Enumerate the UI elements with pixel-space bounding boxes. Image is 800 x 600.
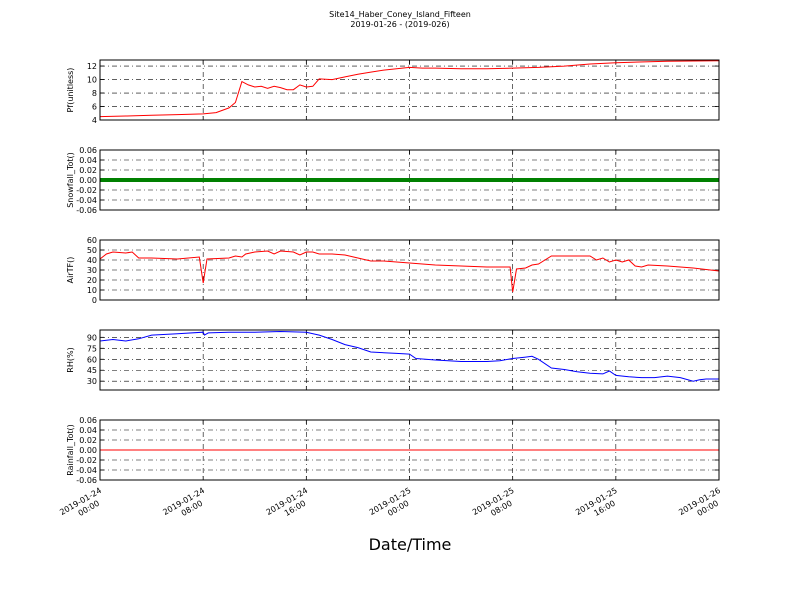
y-tick-label: 0.00 [79, 176, 97, 185]
y-tick-label: 12 [87, 62, 97, 71]
y-tick-label: 6 [92, 103, 97, 112]
y-tick-label: 0.02 [79, 436, 97, 445]
y-axis-label: Pf(unitless) [66, 68, 75, 113]
y-tick-label: 0.04 [79, 426, 97, 435]
y-tick-label: 0.06 [79, 146, 97, 155]
y-tick-label: 10 [87, 286, 97, 295]
plot-frame [99, 239, 720, 301]
y-tick-label: 40 [87, 256, 97, 265]
data-line [99, 330, 719, 382]
plot-frame [99, 59, 720, 121]
y-tick-label: 0.06 [79, 416, 97, 425]
y-tick-label: -0.04 [76, 466, 97, 475]
y-tick-label: 8 [92, 89, 97, 98]
y-tick-label: 60 [87, 236, 97, 245]
y-axis-label: RH(%) [66, 347, 75, 372]
plot-frame [99, 149, 720, 211]
y-tick-label: 90 [87, 333, 97, 342]
y-tick-label: 45 [87, 366, 97, 375]
y-axis-label: AirTF() [66, 257, 75, 284]
y-tick-label: 75 [87, 344, 97, 353]
y-tick-label: -0.04 [76, 196, 97, 205]
y-tick-label: 0.04 [79, 156, 97, 165]
plot-frame [99, 329, 720, 391]
y-tick-label: 30 [87, 377, 97, 386]
data-line [99, 250, 720, 293]
data-line [99, 60, 720, 118]
y-tick-label: 4 [92, 116, 97, 125]
y-tick-label: 20 [87, 276, 97, 285]
y-axis-label: Rainfall_Tot() [66, 424, 75, 476]
y-tick-label: 30 [87, 266, 97, 275]
y-tick-label: 0 [92, 296, 97, 305]
y-tick-label: 60 [87, 355, 97, 364]
y-tick-label: -0.06 [76, 206, 97, 215]
y-tick-label: 0.00 [79, 446, 97, 455]
chart-title: Site14_Haber_Coney_Island_Fifteen [329, 10, 471, 19]
chart-subtitle: 2019-01-26 - (2019-026) [350, 20, 449, 29]
plot-frame [99, 419, 720, 481]
y-tick-label: 50 [87, 246, 97, 255]
x-axis-label: Date/Time [369, 535, 452, 554]
y-tick-label: -0.02 [76, 456, 97, 465]
y-tick-label: -0.02 [76, 186, 97, 195]
y-tick-label: 0.02 [79, 166, 97, 175]
y-tick-label: -0.06 [76, 476, 97, 485]
y-tick-label: 10 [87, 76, 97, 85]
y-axis-label: Snowfall_Tot() [66, 152, 75, 208]
